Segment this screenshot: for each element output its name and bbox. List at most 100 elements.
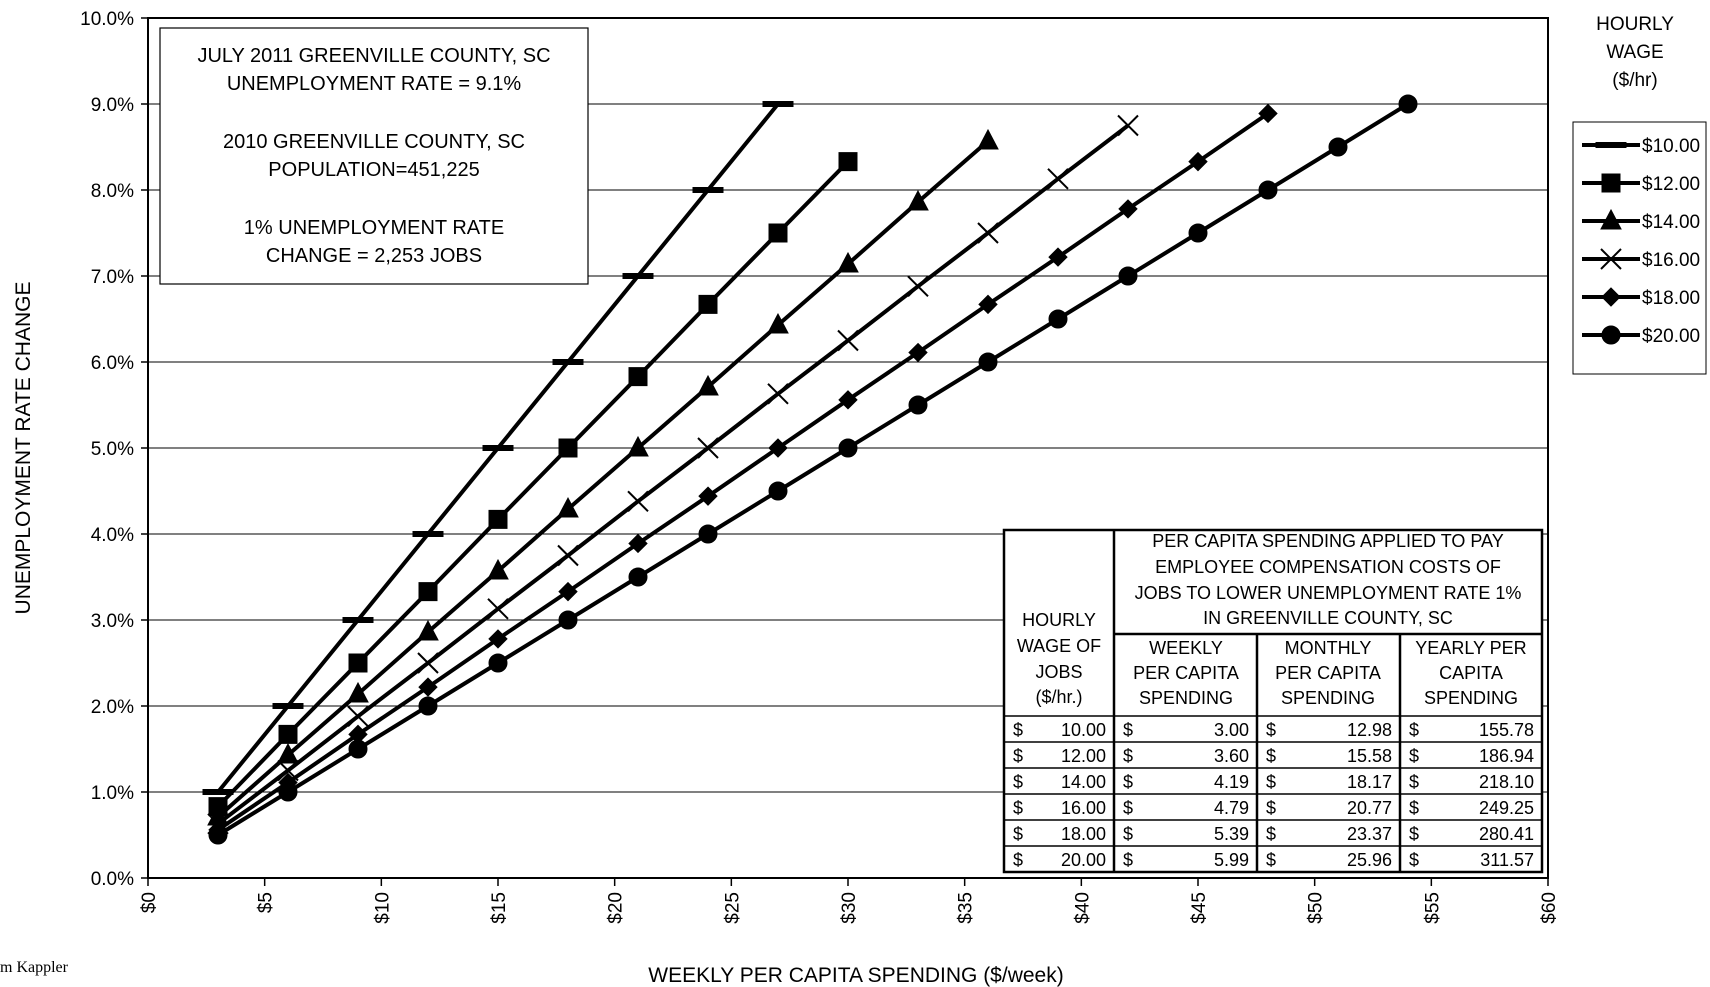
table-cell-currency: $ [1409, 850, 1419, 870]
data-point-circle [768, 481, 788, 501]
data-point-circle [1048, 309, 1068, 329]
data-point-circle [278, 782, 298, 802]
series-line [216, 160, 850, 808]
data-point-diamond [908, 342, 928, 363]
table-cell-value: 18.17 [1347, 772, 1392, 792]
table-cell-value: 14.00 [1061, 772, 1106, 792]
data-point-diamond [628, 533, 648, 554]
info-line: POPULATION=451,225 [268, 159, 479, 181]
y-tick-label: 6.0% [91, 353, 134, 374]
info-line: 2010 GREENVILLE COUNTY, SC [223, 131, 525, 153]
y-tick-label: 0.0% [91, 869, 134, 890]
data-point-triangle [977, 128, 999, 150]
data-point-square [628, 367, 648, 387]
table-cell-currency: $ [1266, 746, 1276, 766]
legend-item: $12.00 [1582, 173, 1700, 195]
table-cell-value: 18.00 [1061, 824, 1106, 844]
table-row: $16.00 $4.79 $20.77 $249.25 [1013, 798, 1534, 818]
data-point-diamond [558, 581, 578, 602]
col-header-weekly: SPENDING [1139, 688, 1233, 708]
legend-label: $14.00 [1642, 212, 1700, 233]
data-point-dash [412, 531, 444, 537]
data-point-x [697, 437, 719, 459]
data-point-circle [698, 524, 718, 544]
y-tick-label: 2.0% [91, 697, 134, 718]
col-header-monthly: MONTHLY [1285, 638, 1372, 658]
table-cell-value: 186.94 [1479, 746, 1534, 766]
data-point-diamond [768, 438, 788, 458]
table-title-line: EMPLOYEE COMPENSATION COSTS OF [1155, 557, 1501, 577]
y-tick-label: 7.0% [91, 267, 134, 288]
data-point-circle [1118, 266, 1138, 286]
info-line: CHANGE = 2,253 JOBS [266, 245, 482, 267]
legend-label: $20.00 [1642, 326, 1700, 347]
table-row-lines [1004, 741, 1542, 847]
table-cell-value: 280.41 [1479, 824, 1534, 844]
legend-box [1572, 121, 1707, 375]
x-tick-label: $60 [1539, 892, 1560, 924]
data-point-circle [628, 567, 648, 587]
data-point-triangle [697, 374, 719, 396]
legend-title-line: WAGE [1606, 42, 1663, 63]
legend-title-line: HOURLY [1596, 14, 1674, 35]
legend-label: $10.00 [1642, 136, 1700, 157]
table-cell-currency: $ [1123, 720, 1133, 740]
y-tick-label: 1.0% [91, 783, 134, 804]
data-point-x [977, 222, 999, 244]
x-tick-label: $0 [139, 892, 160, 913]
data-point-dash [622, 273, 654, 279]
table-cell-currency: $ [1409, 746, 1419, 766]
table-cell-currency: $ [1123, 824, 1133, 844]
table-row: $18.00 $5.39 $23.37 $280.41 [1013, 824, 1534, 844]
series-circle [208, 94, 1418, 845]
info-line: 1% UNEMPLOYMENT RATE [244, 217, 504, 239]
legend: HOURLY WAGE ($/hr) $10.00 $12.00 $14.00 $16… [1572, 14, 1707, 375]
col-header-weekly: WEEKLY [1149, 638, 1223, 658]
data-point-circle [838, 438, 858, 458]
table-cell-value: 5.99 [1214, 850, 1249, 870]
data-point-square [558, 438, 578, 458]
x-tick-label: $5 [256, 892, 277, 913]
data-point-circle [418, 696, 438, 716]
data-point-diamond [1048, 247, 1068, 267]
legend-item: $10.00 [1582, 136, 1700, 157]
table-cell-currency: $ [1266, 772, 1276, 792]
legend-item: $18.00 [1582, 287, 1700, 309]
data-point-x [837, 329, 859, 352]
data-point-circle [1398, 94, 1418, 114]
table-cell-currency: $ [1123, 798, 1133, 818]
data-point-x [557, 544, 579, 567]
x-tick-label: $10 [372, 892, 393, 924]
data-point-x [347, 705, 369, 728]
data-point-circle [488, 653, 508, 673]
data-point-diamond [838, 390, 858, 410]
table-cell-currency: $ [1409, 798, 1419, 818]
table-cell-currency: $ [1409, 772, 1419, 792]
info-line: JULY 2011 GREENVILLE COUNTY, SC [197, 45, 550, 67]
data-point-dash [762, 101, 794, 107]
table-title-line: PER CAPITA SPENDING APPLIED TO PAY [1152, 531, 1503, 551]
data-point-square [1601, 173, 1621, 193]
data-point-circle [1328, 137, 1348, 157]
table-cell-currency: $ [1409, 720, 1419, 740]
data-point-dash [692, 187, 724, 193]
y-tick-label: 4.0% [91, 525, 134, 546]
series-triangle [207, 128, 999, 826]
table-cell-currency: $ [1013, 824, 1023, 844]
data-point-square [278, 724, 298, 744]
data-point-triangle [277, 742, 299, 764]
col-header-monthly: PER CAPITA [1275, 663, 1381, 683]
series-line [216, 123, 1130, 826]
x-tick-label: $45 [1189, 892, 1210, 924]
legend-item: $16.00 [1582, 248, 1700, 271]
table-row: $14.00 $4.19 $18.17 $218.10 [1013, 772, 1534, 792]
table-cell-currency: $ [1013, 850, 1023, 870]
table-cell-currency: $ [1013, 798, 1023, 818]
table-cell-value: 5.39 [1214, 824, 1249, 844]
table-body: $10.00 $3.00 $12.98 $155.78 $ 12.00 $3.60 $15.5… [1013, 720, 1534, 870]
data-point-diamond [418, 677, 438, 697]
data-point-diamond [488, 629, 508, 649]
data-point-square [698, 294, 718, 314]
data-point-triangle [1600, 208, 1622, 230]
col-header-monthly: SPENDING [1281, 688, 1375, 708]
